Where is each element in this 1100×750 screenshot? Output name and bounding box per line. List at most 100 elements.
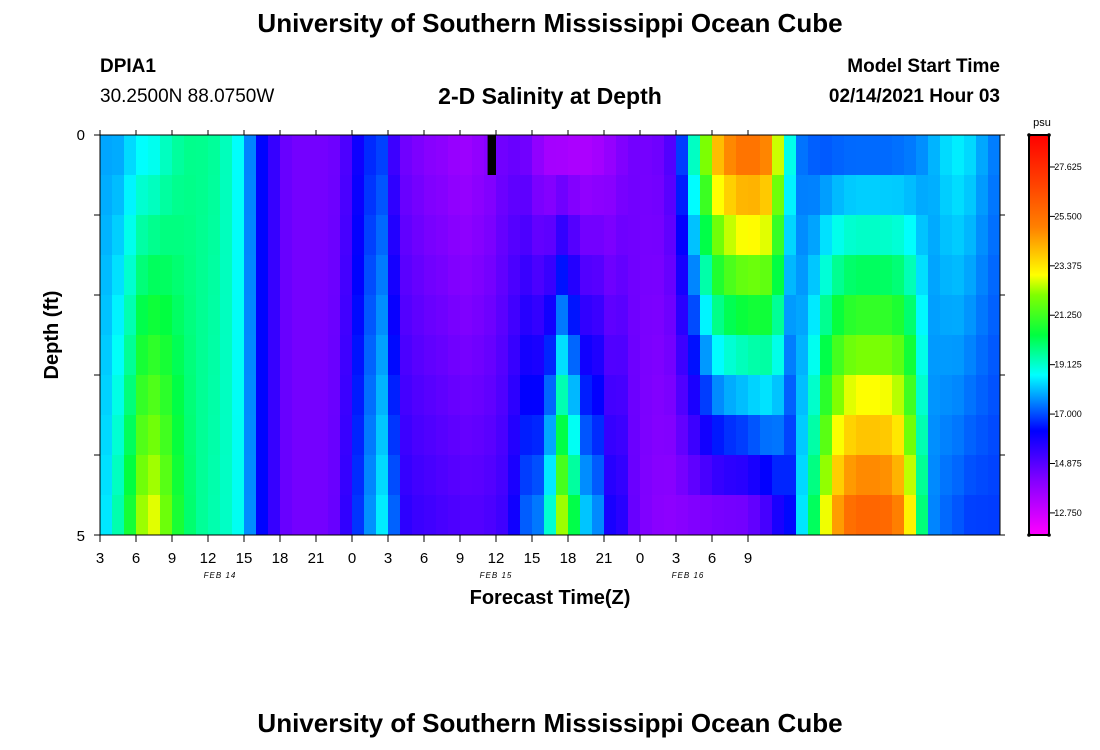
heatmap-cell: [208, 495, 221, 536]
heatmap-cell: [940, 295, 953, 336]
heatmap-cell: [436, 135, 449, 176]
heatmap-cell: [124, 175, 137, 216]
y-tick-label: 5: [77, 528, 85, 545]
heatmap-cell: [592, 175, 605, 216]
heatmap-cell: [544, 415, 557, 456]
heatmap-cell: [568, 255, 581, 296]
heatmap-cell: [556, 335, 569, 376]
heatmap-cell: [544, 295, 557, 336]
heatmap-cell: [964, 375, 977, 416]
heatmap-cell: [364, 455, 377, 496]
heatmap-cell: [388, 335, 401, 376]
heatmap-cell: [460, 455, 473, 496]
heatmap-cell: [544, 335, 557, 376]
model-start-value: 02/14/2021 Hour 03: [828, 86, 1000, 107]
heatmap-cell: [868, 495, 881, 536]
heatmap-cell: [976, 295, 989, 336]
heatmap-cell: [652, 375, 665, 416]
heatmap-cell: [400, 335, 413, 376]
heatmap-cell: [256, 175, 269, 216]
heatmap-cell: [244, 215, 257, 256]
heatmap-cell: [124, 255, 137, 296]
heatmap-cell: [616, 175, 629, 216]
heatmap-cell: [448, 375, 461, 416]
heatmap-cell: [784, 375, 797, 416]
heatmap-cell: [580, 175, 593, 216]
heatmap-cell: [268, 215, 281, 256]
heatmap-cell: [916, 255, 929, 296]
heatmap-cell: [388, 455, 401, 496]
heatmap-cell: [892, 255, 905, 296]
heatmap-cell: [508, 415, 521, 456]
heatmap-cell: [628, 455, 641, 496]
heatmap-cell: [436, 335, 449, 376]
heatmap-cell: [616, 335, 629, 376]
heatmap-cell: [880, 215, 893, 256]
heatmap-cell: [196, 215, 209, 256]
heatmap-cell: [100, 375, 113, 416]
heatmap-cell: [724, 135, 737, 176]
heatmap-cell: [292, 175, 305, 216]
heatmap-cell: [796, 255, 809, 296]
heatmap-cell: [364, 295, 377, 336]
heatmap-cell: [772, 255, 785, 296]
heatmap-cell: [976, 215, 989, 256]
heatmap-cell: [148, 375, 161, 416]
heatmap-cell: [820, 255, 833, 296]
heatmap-cell: [988, 175, 1001, 216]
heatmap-cell: [256, 455, 269, 496]
heatmap-cell: [292, 135, 305, 176]
heatmap-cell: [112, 215, 125, 256]
heatmap-cell: [592, 375, 605, 416]
heatmap-cell: [232, 335, 245, 376]
heatmap-cell: [220, 375, 233, 416]
x-tick-label: 12: [200, 550, 217, 567]
heatmap-cell: [880, 135, 893, 176]
heatmap-cell: [112, 175, 125, 216]
heatmap-cell: [520, 455, 533, 496]
heatmap-cell: [232, 215, 245, 256]
heatmap-cell: [724, 255, 737, 296]
heatmap-cell: [640, 295, 653, 336]
heatmap-cell: [292, 335, 305, 376]
heatmap-cell: [280, 215, 293, 256]
heatmap-cell: [436, 455, 449, 496]
colorbar-corner: [1027, 533, 1031, 537]
heatmap-cell: [712, 335, 725, 376]
y-axis: 05: [77, 127, 1005, 545]
heatmap-cell: [928, 335, 941, 376]
heatmap-cell: [292, 415, 305, 456]
heatmap-cell: [388, 215, 401, 256]
x-tick-label: 15: [236, 550, 253, 567]
heatmap-cell: [424, 335, 437, 376]
heatmap-cell: [436, 175, 449, 216]
heatmap-cell: [784, 215, 797, 256]
heatmap-cell: [892, 175, 905, 216]
heatmap-cell: [700, 335, 713, 376]
heatmap-cell: [136, 495, 149, 536]
heatmap-cell: [748, 455, 761, 496]
heatmap-cell: [472, 375, 485, 416]
heatmap-cell: [328, 495, 341, 536]
heatmap-cell: [580, 375, 593, 416]
heatmap-cell: [544, 215, 557, 256]
heatmap-cell: [256, 135, 269, 176]
heatmap-cell: [232, 295, 245, 336]
heatmap-cell: [556, 295, 569, 336]
heatmap-cell: [196, 415, 209, 456]
heatmap-cell: [124, 455, 137, 496]
heatmap-cell: [304, 495, 317, 536]
heatmap-cell: [340, 255, 353, 296]
heatmap-cell: [820, 335, 833, 376]
heatmap-cell: [256, 335, 269, 376]
heatmap-cell: [484, 175, 497, 216]
heatmap-cell: [544, 255, 557, 296]
heatmap-cell: [340, 175, 353, 216]
x-tick-label: 6: [420, 550, 428, 567]
heatmap-cell: [208, 215, 221, 256]
heatmap-cell: [808, 255, 821, 296]
heatmap-cell: [364, 255, 377, 296]
heatmap-cell: [160, 175, 173, 216]
heatmap-cell: [952, 295, 965, 336]
heatmap-cell: [832, 135, 845, 176]
